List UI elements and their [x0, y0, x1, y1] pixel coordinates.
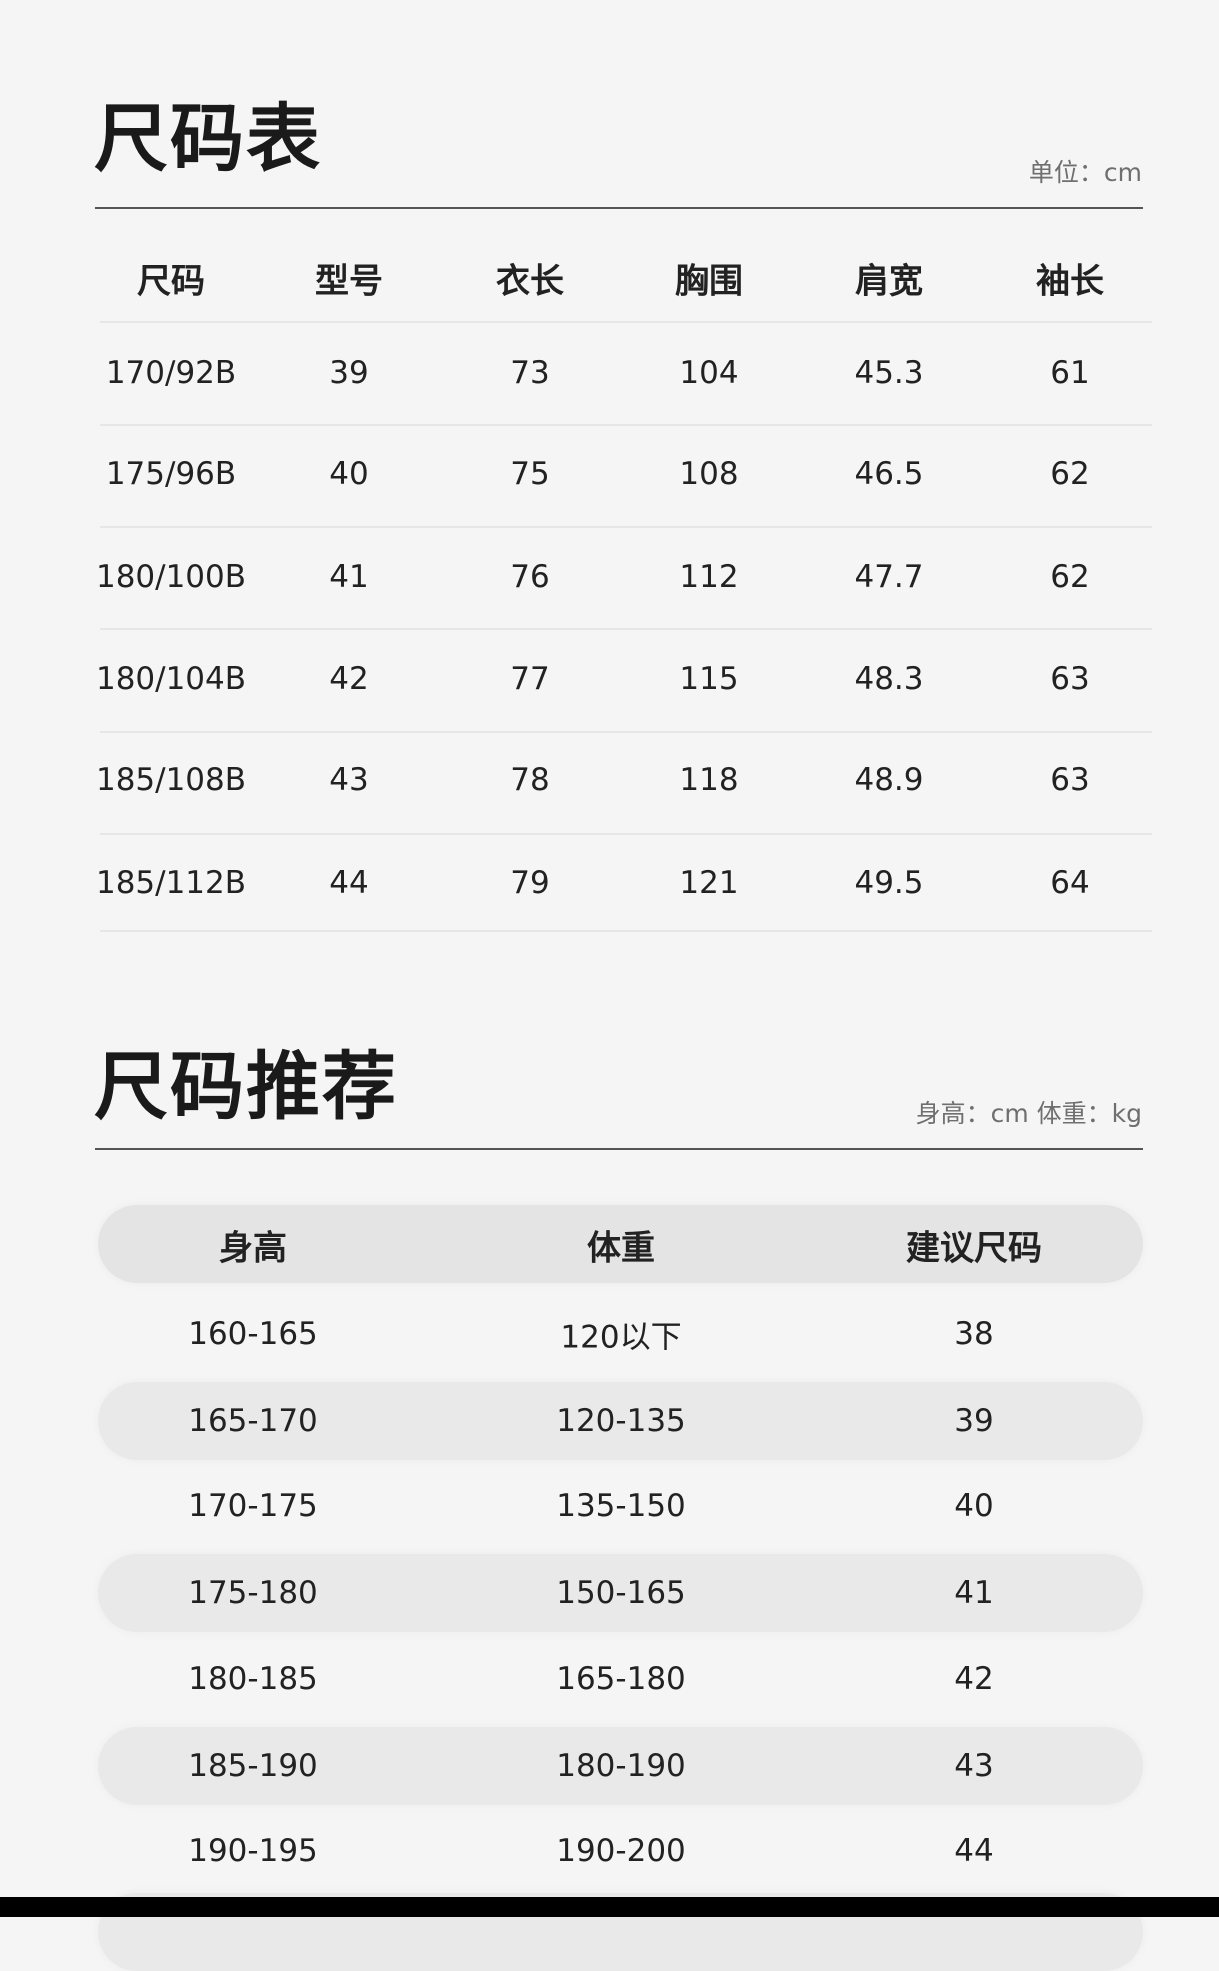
table-cell: 150-165	[556, 1575, 686, 1611]
row-separator	[100, 628, 1152, 630]
table-cell: 170/92B	[105, 355, 237, 391]
column-header: 肩宽	[855, 261, 923, 302]
table-cell: 120以下	[560, 1319, 682, 1356]
table-cell: 40	[329, 456, 369, 492]
table-cell: 43	[329, 762, 369, 798]
table-cell: 42	[954, 1661, 994, 1697]
table-cell: 41	[329, 559, 369, 595]
table-cell: 170-175	[188, 1488, 318, 1524]
bottom-bar	[0, 1897, 1219, 1917]
divider	[95, 1148, 1143, 1150]
table-cell: 190-200	[556, 1833, 686, 1869]
table-cell: 118	[679, 762, 739, 798]
column-header: 衣长	[496, 261, 564, 302]
table-cell: 180/104B	[95, 661, 247, 697]
table-cell: 62	[1050, 559, 1090, 595]
table-cell: 165-180	[556, 1661, 686, 1697]
table-cell: 44	[954, 1833, 994, 1869]
table-cell: 115	[679, 661, 739, 697]
table-cell: 43	[954, 1748, 994, 1784]
table-cell: 165-170	[188, 1403, 318, 1439]
table-cell: 63	[1050, 762, 1090, 798]
table-cell: 180/100B	[95, 559, 247, 595]
table-cell: 39	[954, 1403, 994, 1439]
table-cell: 49.5	[854, 865, 924, 901]
table-cell: 104	[679, 355, 739, 391]
table-cell: 45.3	[854, 355, 924, 391]
table-cell: 63	[1050, 661, 1090, 697]
table-cell: 48.3	[854, 661, 924, 697]
table-cell: 41	[954, 1575, 994, 1611]
row-stripe	[98, 1382, 1143, 1460]
table-cell: 180-190	[556, 1748, 686, 1784]
table-cell: 108	[679, 456, 739, 492]
table-cell: 64	[1050, 865, 1090, 901]
column-header: 身高	[219, 1228, 287, 1269]
recommendation-title: 尺码推荐	[94, 1044, 398, 1130]
table-cell: 175-180	[188, 1575, 318, 1611]
table-cell: 79	[510, 865, 550, 901]
row-stripe	[98, 1554, 1143, 1632]
divider	[95, 207, 1143, 209]
table-cell: 47.7	[854, 559, 924, 595]
table-cell: 40	[954, 1488, 994, 1524]
row-stripe	[98, 1727, 1143, 1805]
column-header: 体重	[587, 1228, 655, 1269]
column-header: 型号	[315, 261, 383, 302]
header-row-background	[98, 1205, 1143, 1283]
table-cell: 44	[329, 865, 369, 901]
table-cell: 38	[954, 1316, 994, 1352]
size-chart-unit: 单位：cm	[1028, 158, 1142, 187]
table-cell: 73	[510, 355, 550, 391]
size-chart-title: 尺码表	[94, 96, 322, 182]
column-header: 建议尺码	[906, 1228, 1042, 1269]
table-cell: 78	[510, 762, 550, 798]
table-cell: 112	[679, 559, 739, 595]
table-cell: 48.9	[854, 762, 924, 798]
table-cell: 42	[329, 661, 369, 697]
table-cell: 75	[510, 456, 550, 492]
row-separator	[100, 526, 1152, 528]
table-cell: 135-150	[556, 1488, 686, 1524]
row-separator	[100, 930, 1152, 932]
table-cell: 175/96B	[105, 456, 237, 492]
table-cell: 185/112B	[95, 865, 247, 901]
table-cell: 121	[679, 865, 739, 901]
row-separator	[100, 321, 1152, 323]
row-separator	[100, 424, 1152, 426]
table-cell: 77	[510, 661, 550, 697]
table-cell: 46.5	[854, 456, 924, 492]
table-cell: 185/108B	[95, 762, 247, 798]
table-cell: 180-185	[188, 1661, 318, 1697]
row-separator	[100, 731, 1152, 733]
table-cell: 61	[1050, 355, 1090, 391]
table-cell: 190-195	[188, 1833, 318, 1869]
table-cell: 76	[510, 559, 550, 595]
row-separator	[100, 833, 1152, 835]
column-header: 尺码	[137, 261, 205, 302]
table-cell: 39	[329, 355, 369, 391]
table-cell: 160-165	[188, 1316, 318, 1352]
column-header: 胸围	[675, 261, 743, 302]
table-cell: 185-190	[188, 1748, 318, 1784]
column-header: 袖长	[1036, 261, 1104, 302]
table-cell: 62	[1050, 456, 1090, 492]
table-cell: 120-135	[556, 1403, 686, 1439]
recommendation-unit: 身高：cm 体重：kg	[915, 1099, 1142, 1128]
